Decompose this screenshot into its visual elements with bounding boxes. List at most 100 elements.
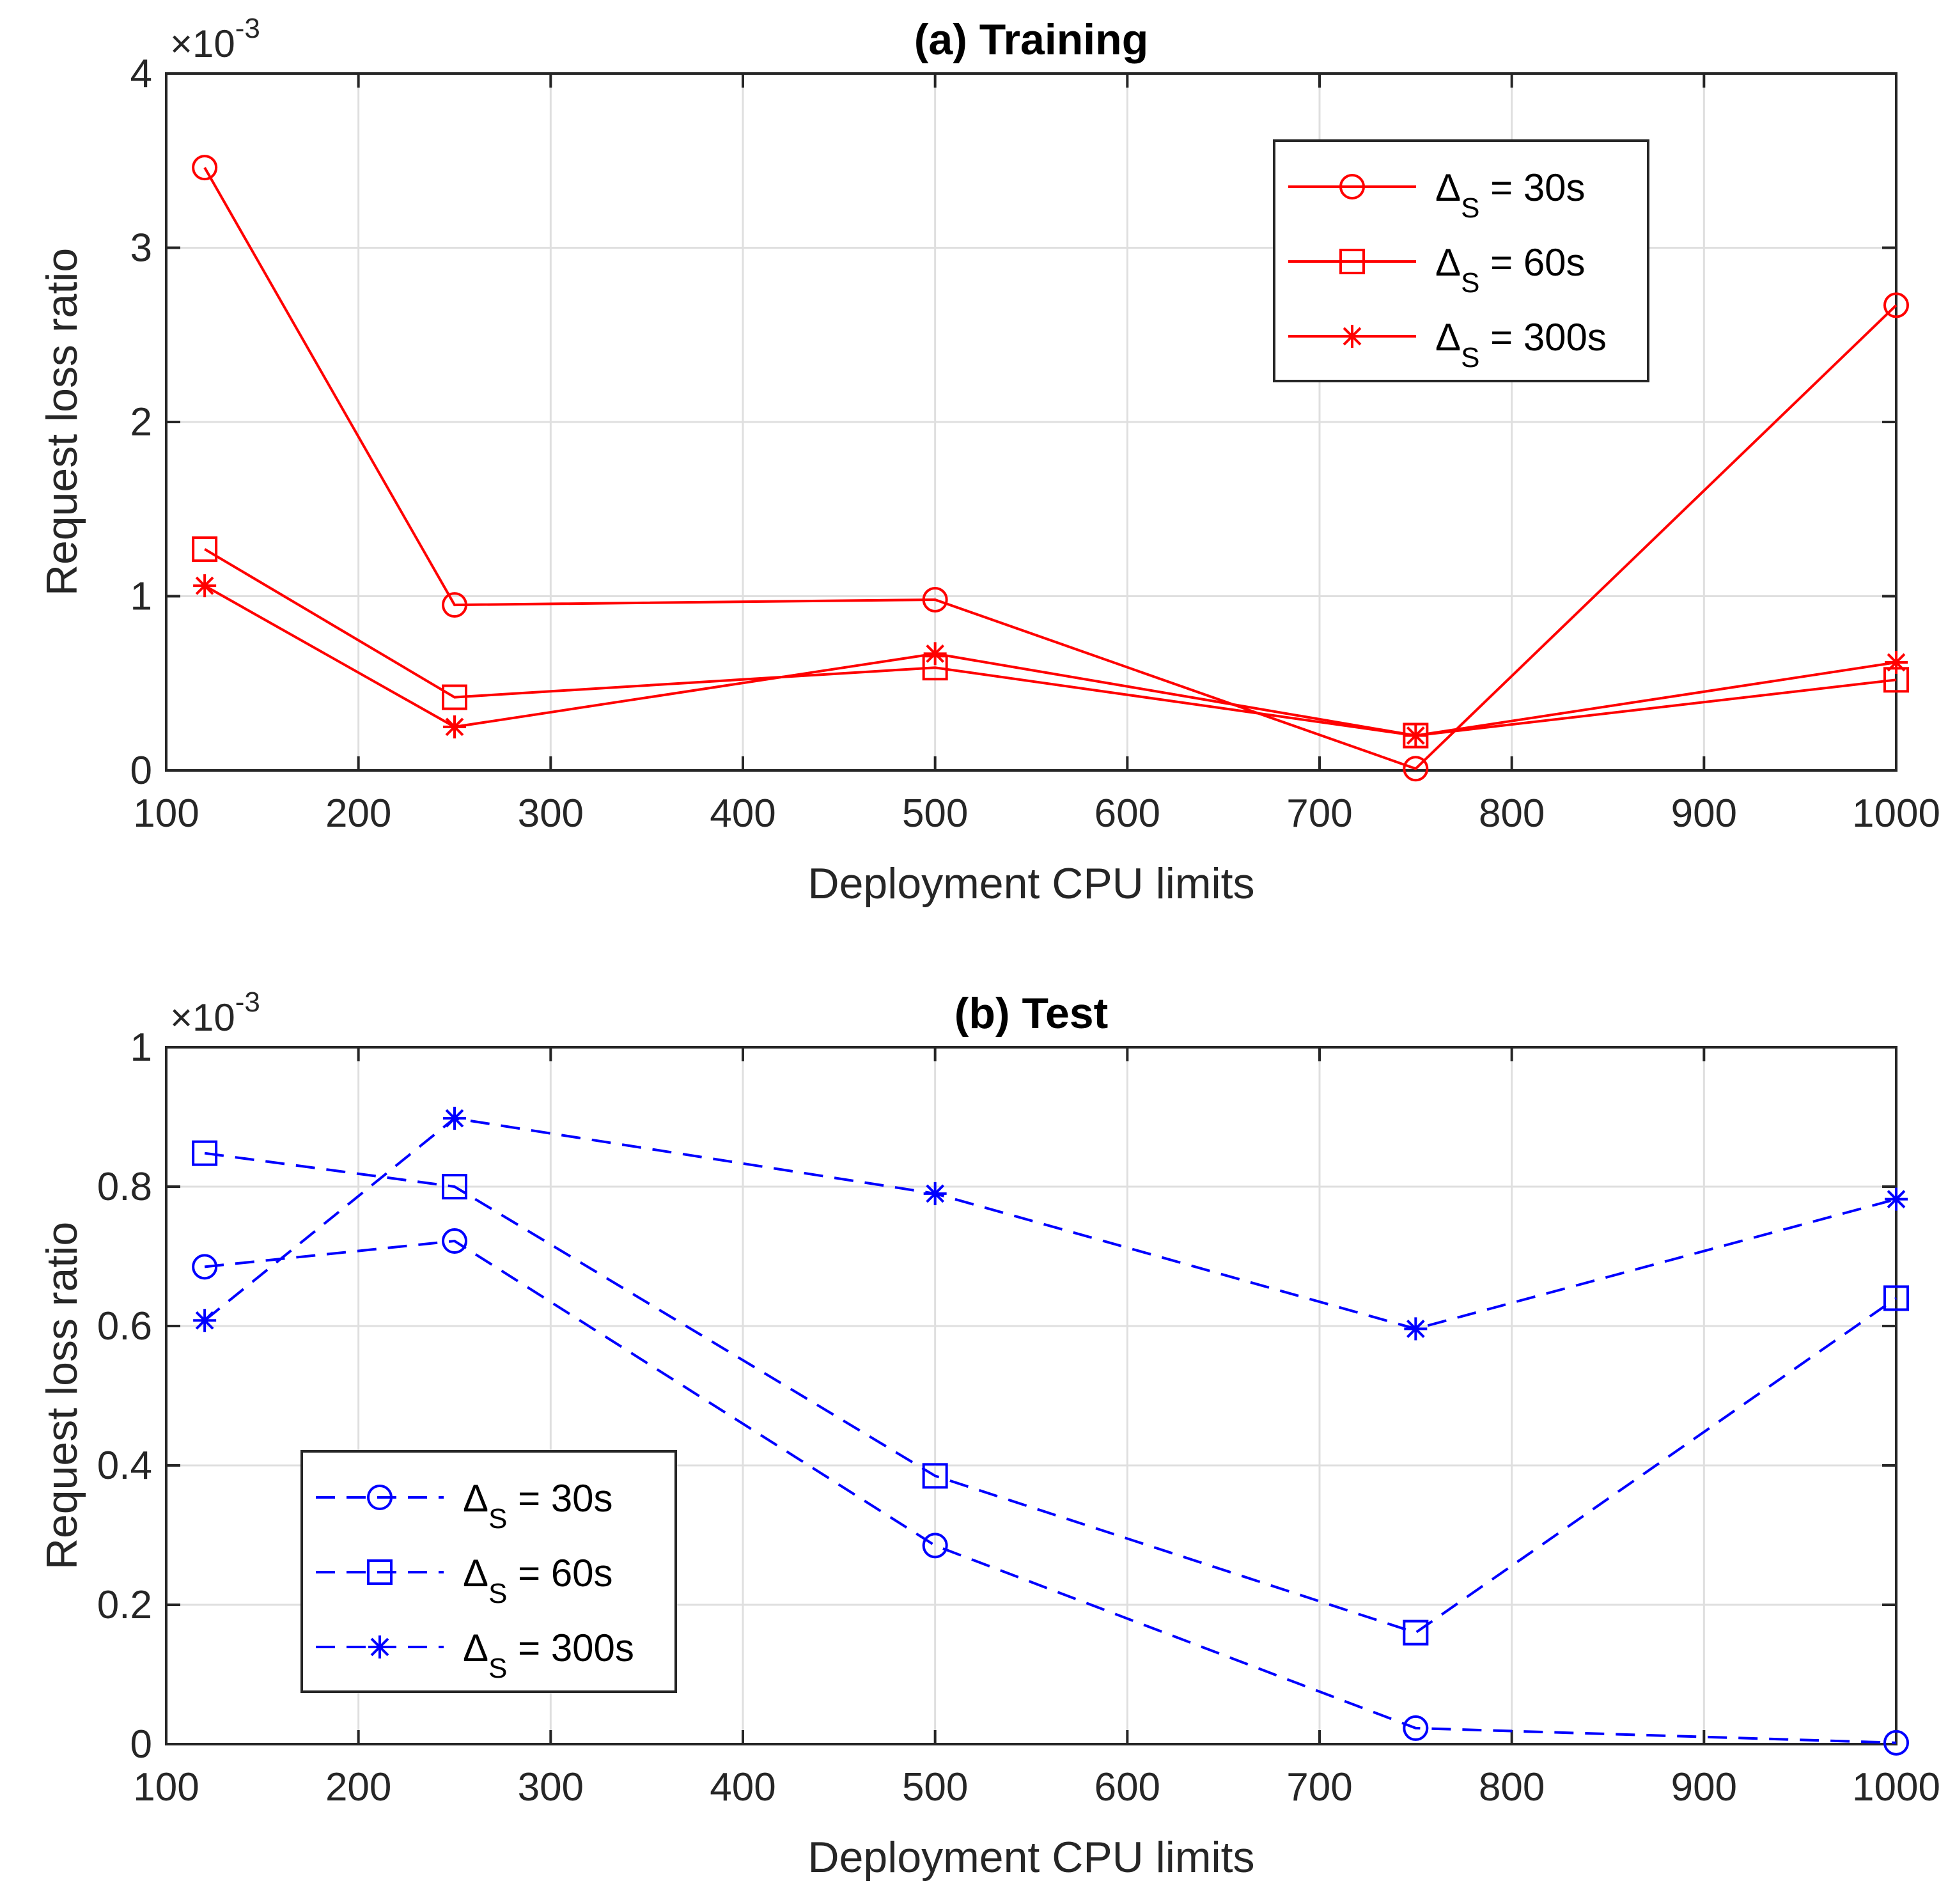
y-axis-label: Request loss ratio — [38, 1222, 86, 1570]
data-point — [1403, 756, 1429, 782]
data-point — [922, 586, 948, 613]
x-tick-label: 500 — [902, 1765, 968, 1809]
legend-label-subscript: S — [488, 1503, 507, 1534]
data-point — [1404, 1317, 1428, 1341]
data-point — [193, 1309, 217, 1332]
x-tick-label: 400 — [710, 792, 775, 836]
series-line — [204, 1239, 1897, 1744]
x-tick-label: 500 — [902, 792, 968, 836]
data-point — [1883, 1285, 1909, 1311]
data-point — [442, 1174, 467, 1199]
legend-marker — [367, 1559, 393, 1585]
series-2 — [192, 1140, 1909, 1646]
y-tick-label: 0.4 — [97, 1444, 152, 1488]
series-1 — [192, 155, 1909, 782]
legend-label-subscript: S — [1461, 267, 1479, 299]
data-point — [443, 1107, 466, 1130]
legend-label-rest: = 300s — [1479, 316, 1607, 359]
legend-label-rest: = 30s — [507, 1477, 612, 1520]
y-tick-label: 1 — [130, 1026, 152, 1070]
data-point — [443, 715, 466, 738]
chart-panel-2: 100 200 300 400 500 600 700 800 900 1000 0 0.2 0.4 0.… — [38, 987, 1940, 1882]
legend-label-rest: = 300s — [507, 1627, 634, 1669]
series-line — [204, 1151, 1897, 1634]
legend-label-subscript: S — [488, 1653, 507, 1684]
data-point — [1883, 292, 1909, 318]
x-tick-label: 100 — [133, 792, 199, 836]
chart-title: (b) Test — [955, 989, 1109, 1038]
legend-marker — [1339, 249, 1365, 274]
legend-label-rest: = 60s — [1479, 241, 1585, 284]
scale-multiplier: ×10-3 — [170, 13, 260, 65]
data-point — [442, 592, 467, 618]
data-point — [192, 1254, 218, 1280]
data-point — [1883, 1729, 1909, 1756]
legend-label-subscript: S — [1461, 342, 1479, 373]
x-tick-label: 800 — [1479, 792, 1545, 836]
y-tick-label: 0.6 — [97, 1304, 152, 1348]
data-point — [1403, 1715, 1429, 1741]
series-3 — [193, 1107, 1908, 1341]
x-tick-label: 700 — [1286, 1765, 1352, 1809]
series-line — [204, 548, 1897, 737]
data-point — [923, 642, 947, 666]
x-tick-label: 300 — [518, 1765, 584, 1809]
x-tick-label: 300 — [518, 792, 584, 836]
scale-exponent: -3 — [235, 13, 260, 44]
data-point — [922, 1533, 948, 1559]
data-point — [1404, 724, 1428, 747]
x-tick-label: 900 — [1671, 792, 1737, 836]
data-point — [192, 1140, 218, 1166]
series-3 — [193, 574, 1908, 747]
x-tick-label: 100 — [133, 1765, 199, 1809]
data-point — [192, 536, 218, 562]
scale-multiplier: ×10-3 — [170, 987, 260, 1039]
data-point — [1403, 1619, 1429, 1646]
legend-marker — [367, 1485, 393, 1510]
data-point — [923, 1182, 947, 1205]
x-tick-label: 900 — [1671, 1765, 1737, 1809]
x-tick-label: 200 — [325, 792, 391, 836]
x-tick-label: 400 — [710, 1765, 775, 1809]
y-tick-label: 0.2 — [97, 1583, 152, 1627]
series-line — [203, 167, 1897, 770]
data-point — [1885, 651, 1908, 675]
data-point — [193, 574, 217, 598]
data-point — [442, 1228, 467, 1254]
y-tick-label: 2 — [130, 400, 152, 444]
y-tick-label: 1 — [130, 575, 152, 619]
data-point — [192, 155, 218, 181]
scale-exponent: -3 — [235, 987, 260, 1018]
axes-box — [165, 1046, 1897, 1745]
y-tick-label: 4 — [130, 52, 152, 96]
x-tick-label: 1000 — [1852, 1765, 1940, 1809]
x-tick-label: 700 — [1286, 792, 1352, 836]
y-tick-label: 3 — [130, 226, 152, 270]
x-axis-label: Deployment CPU limits — [807, 1833, 1254, 1882]
series-1 — [192, 1228, 1909, 1756]
x-tick-label: 600 — [1095, 792, 1160, 836]
legend-marker — [1341, 325, 1364, 348]
chart-title: (a) Training — [914, 15, 1148, 64]
y-axis-label: Request loss ratio — [38, 248, 86, 596]
legend-label-rest: = 30s — [1479, 166, 1585, 209]
x-axis-label: Deployment CPU limits — [807, 859, 1254, 908]
x-tick-label: 200 — [325, 1765, 391, 1809]
legend-label-subscript: S — [1461, 192, 1479, 224]
legend-marker — [1339, 174, 1365, 199]
x-tick-label: 800 — [1479, 1765, 1545, 1809]
x-tick-label: 1000 — [1852, 792, 1940, 836]
legend-marker — [368, 1635, 391, 1658]
y-tick-label: 0 — [130, 1722, 152, 1767]
legend-label-rest: = 60s — [507, 1552, 612, 1595]
data-point — [442, 684, 467, 710]
legend-label-subscript: S — [488, 1578, 507, 1609]
y-tick-label: 0.8 — [97, 1165, 152, 1209]
y-tick-label: 0 — [130, 749, 152, 793]
x-tick-label: 600 — [1095, 1765, 1160, 1809]
data-point — [922, 1463, 948, 1489]
data-point — [1885, 1187, 1908, 1211]
